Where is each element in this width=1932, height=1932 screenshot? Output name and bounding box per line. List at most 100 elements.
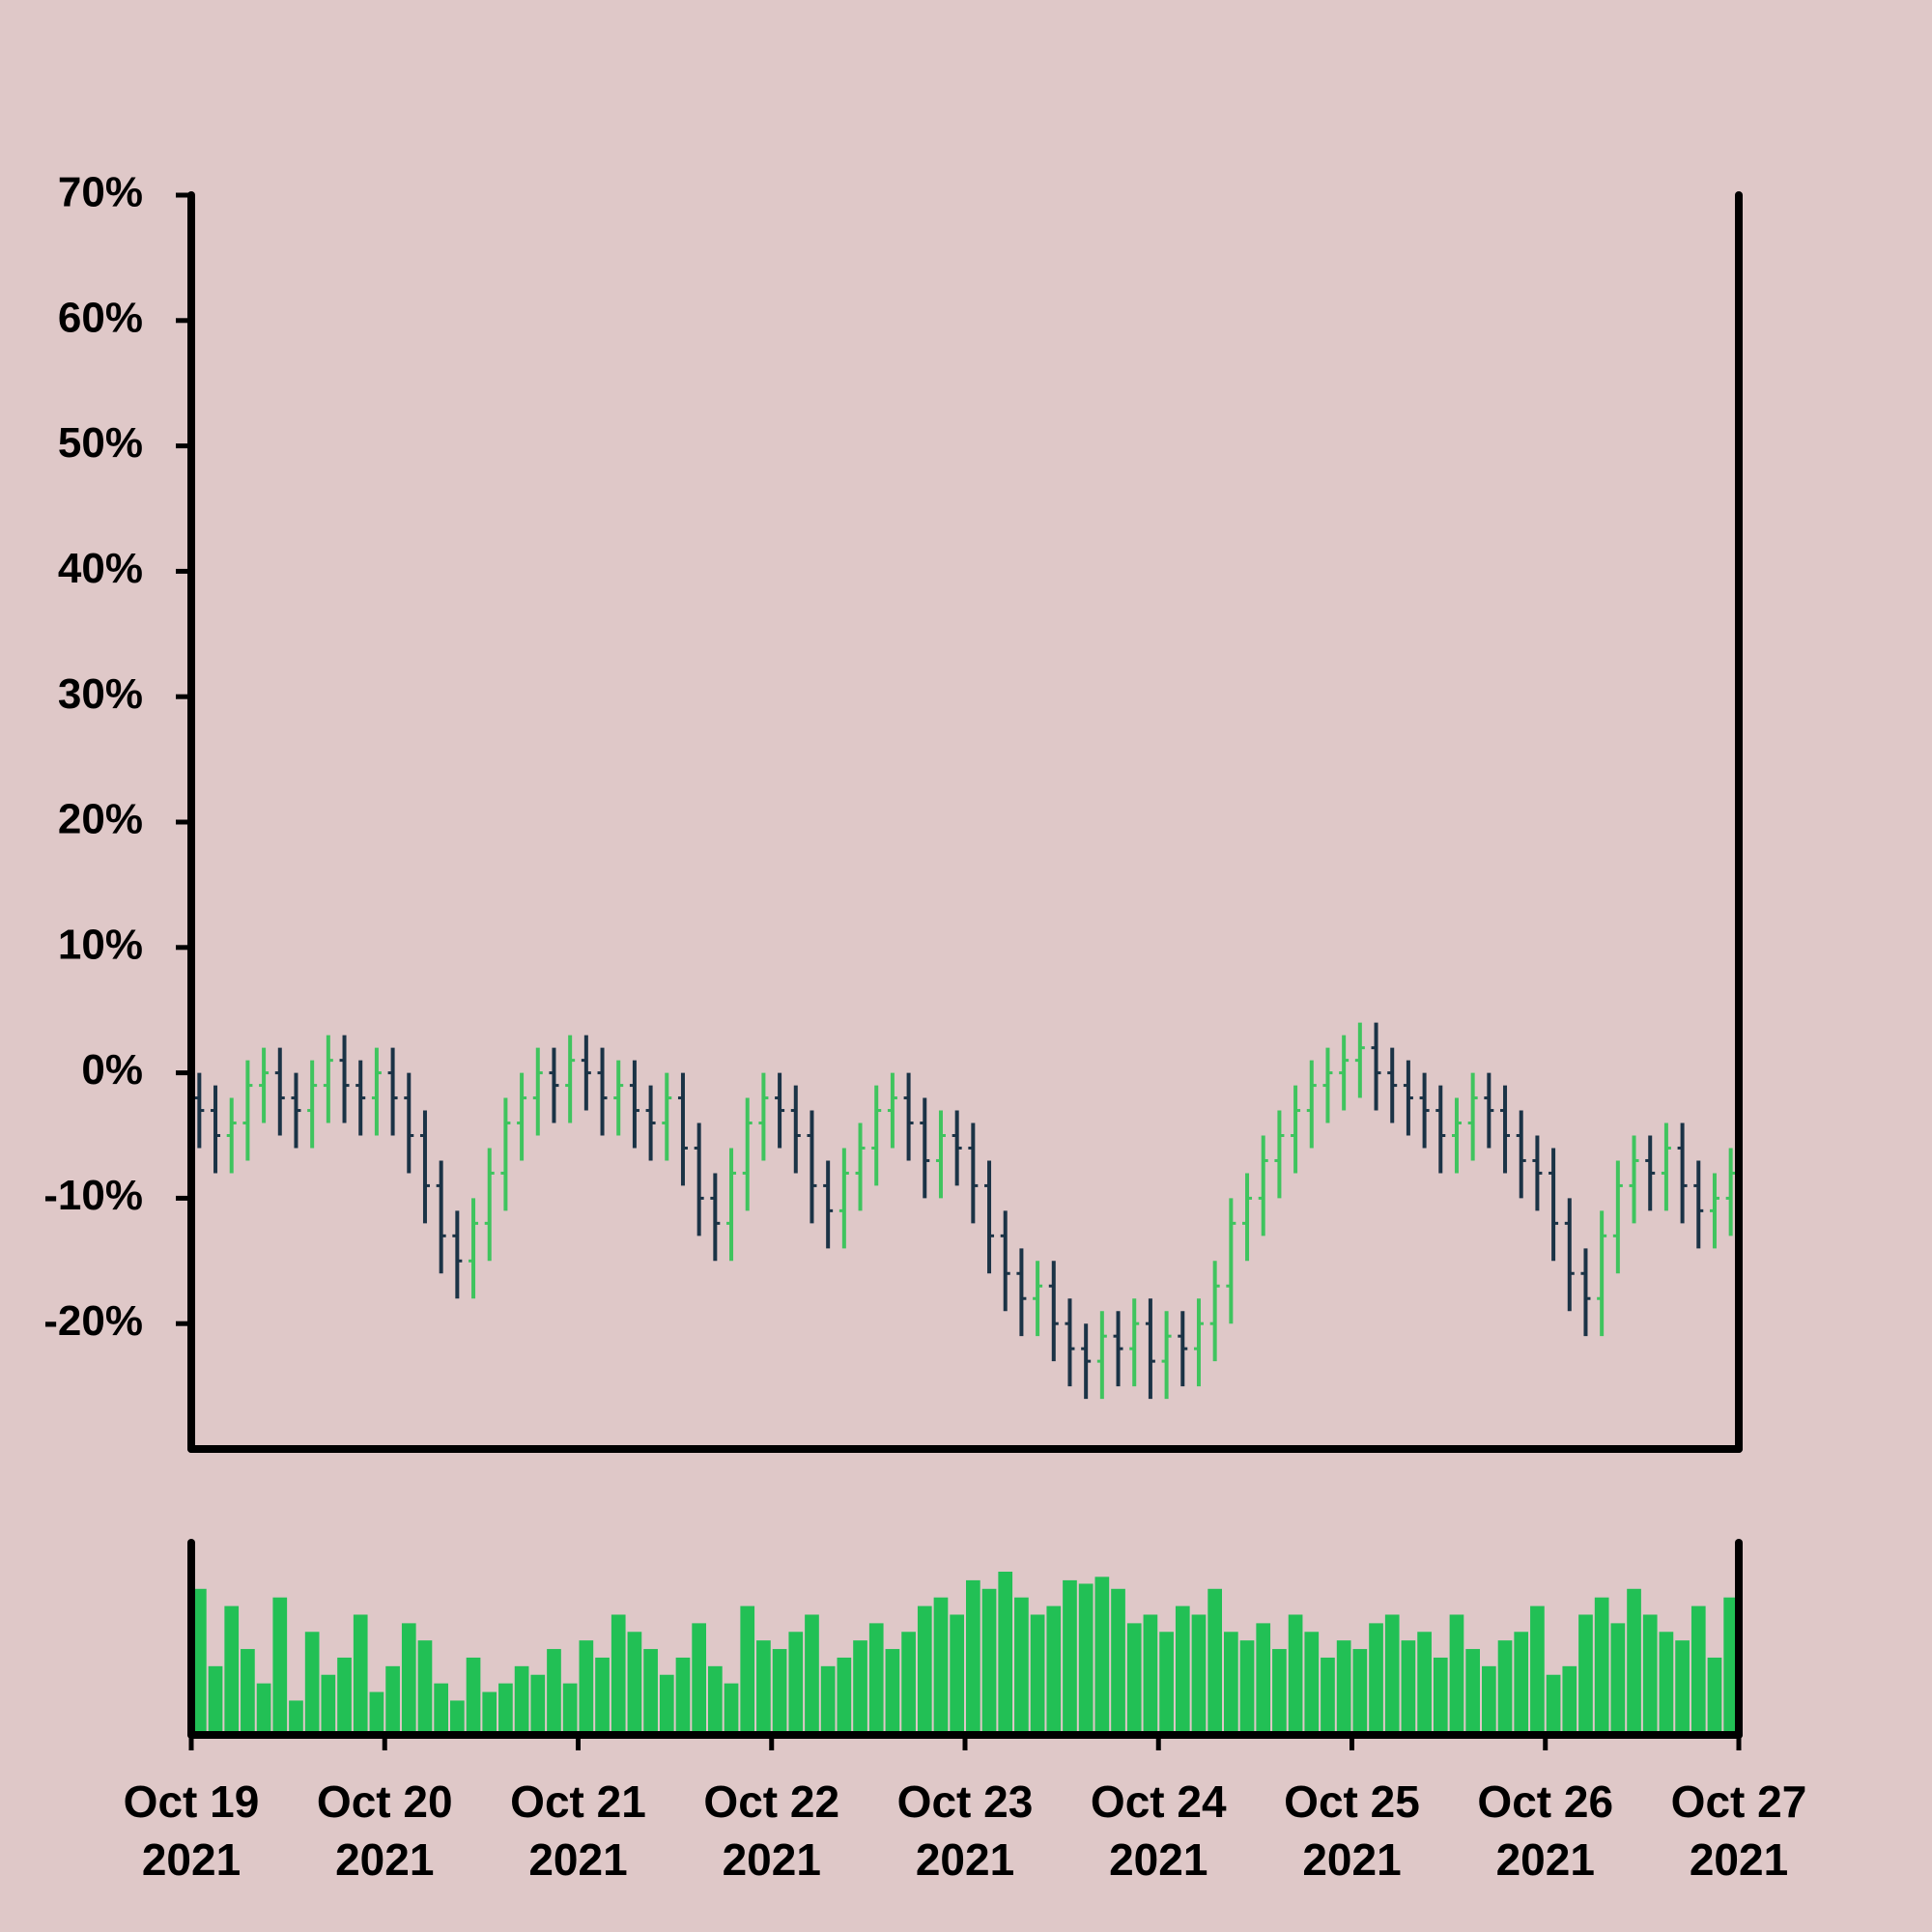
volume-bar [1030, 1614, 1045, 1735]
volume-bar [805, 1614, 819, 1735]
volume-bar [514, 1665, 529, 1735]
volume-bar [482, 1691, 497, 1735]
volume-bar [466, 1657, 481, 1735]
volume-bar [1497, 1640, 1513, 1735]
volume-bar [192, 1588, 207, 1735]
volume-bar [401, 1623, 416, 1735]
volume-bar [1482, 1665, 1496, 1735]
volume-bar [1578, 1614, 1593, 1735]
volume-bar [498, 1683, 513, 1735]
volume-bar [1384, 1614, 1400, 1735]
volume-bar [1514, 1632, 1529, 1735]
volume-bar [966, 1579, 980, 1735]
volume-bar [1675, 1640, 1690, 1735]
x-tick-label: Oct 21 2021 [510, 1776, 646, 1885]
x-tick-label: Oct 23 2021 [896, 1776, 1034, 1885]
volume-bar [321, 1674, 336, 1735]
volume-bar [708, 1665, 723, 1735]
volume-bar [1208, 1588, 1222, 1735]
volume-bar [1401, 1640, 1416, 1735]
volume-bar [1078, 1583, 1094, 1735]
volume-bar [1707, 1657, 1722, 1735]
volume-bar [208, 1665, 223, 1735]
volume-bar [611, 1614, 626, 1735]
y-tick-label: -10% [43, 1172, 143, 1219]
volume-bar [562, 1683, 578, 1735]
volume-bar [917, 1605, 932, 1735]
x-tick-label: Oct 19 2021 [123, 1776, 260, 1885]
volume-bar [901, 1632, 916, 1735]
volume-bar [643, 1649, 658, 1735]
volume-bar [1288, 1614, 1303, 1735]
volume-bar [756, 1640, 771, 1735]
volume-bar [868, 1623, 884, 1735]
volume-bar [272, 1597, 288, 1735]
volume-bar [724, 1683, 739, 1735]
volume-bar [579, 1640, 594, 1735]
x-tick-label: Oct 27 2021 [1670, 1776, 1807, 1885]
y-tick-label: 20% [58, 796, 143, 843]
volume-bar [853, 1640, 867, 1735]
y-tick-label: 30% [58, 670, 143, 718]
y-tick-label: 60% [58, 294, 143, 341]
volume-bar [1642, 1614, 1658, 1735]
x-tick-label: Oct 22 2021 [703, 1776, 840, 1885]
volume-bar [1175, 1605, 1190, 1735]
volume-bar [1352, 1649, 1368, 1735]
volume-bar [1126, 1623, 1142, 1735]
volume-bar [820, 1665, 836, 1735]
volume-bar [1465, 1649, 1480, 1735]
volume-bar [1304, 1632, 1320, 1735]
volume-bar [1046, 1605, 1062, 1735]
volume-bar [1433, 1657, 1448, 1735]
volume-bar [1111, 1588, 1125, 1735]
volume-bar [998, 1572, 1013, 1735]
volume-bar [595, 1657, 610, 1735]
volume-bar [450, 1700, 465, 1735]
volume-bar [353, 1614, 368, 1735]
volume-bar [1191, 1614, 1207, 1735]
x-tick-label: Oct 20 2021 [316, 1776, 453, 1885]
volume-bar [337, 1657, 352, 1735]
volume-bar [417, 1640, 433, 1735]
volume-bar [981, 1588, 997, 1735]
volume-bar [1272, 1649, 1287, 1735]
volume-bar [627, 1632, 642, 1735]
volume-bar [788, 1632, 804, 1735]
volume-bar [241, 1649, 255, 1735]
volume-bar [224, 1605, 240, 1735]
volume-bar [1690, 1605, 1706, 1735]
volume-bar [1627, 1588, 1641, 1735]
volume-bar [1063, 1579, 1077, 1735]
volume-bar [1562, 1665, 1577, 1735]
volume-bar [304, 1632, 320, 1735]
volume-bar [1256, 1623, 1271, 1735]
x-tick-label: Oct 24 2021 [1090, 1776, 1227, 1885]
volume-bar [772, 1649, 787, 1735]
volume-bar [1659, 1632, 1674, 1735]
volume-bar [1321, 1657, 1335, 1735]
y-tick-label: -20% [43, 1297, 143, 1345]
x-tick-label: Oct 26 2021 [1477, 1776, 1614, 1885]
y-tick-label: 50% [58, 419, 143, 467]
volume-bar [369, 1691, 384, 1735]
volume-bar [1530, 1605, 1545, 1735]
volume-bar [933, 1597, 949, 1735]
volume-bar [1723, 1597, 1738, 1735]
volume-bar [1014, 1597, 1029, 1735]
volume-bar [1610, 1623, 1626, 1735]
volume-bar [1224, 1632, 1238, 1735]
volume-bar [1369, 1623, 1383, 1735]
volume-bar [1417, 1632, 1432, 1735]
volume-bar [692, 1623, 706, 1735]
volume-bar [385, 1665, 400, 1735]
volume-bar [1336, 1640, 1351, 1735]
volume-bar [837, 1657, 852, 1735]
y-tick-label: 70% [58, 169, 143, 216]
volume-bar [289, 1700, 303, 1735]
volume-bar [1594, 1597, 1609, 1735]
y-tick-label: 0% [81, 1046, 143, 1094]
volume-bar [1239, 1640, 1255, 1735]
